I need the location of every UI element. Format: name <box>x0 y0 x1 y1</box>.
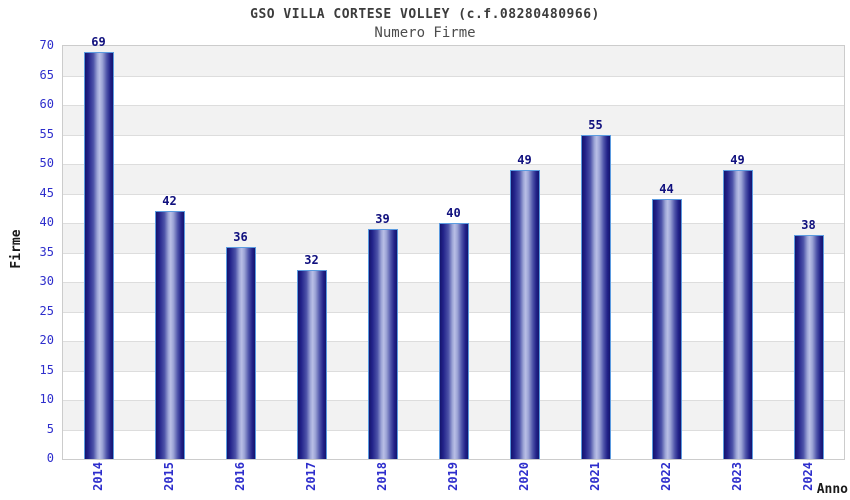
bar-value-label: 40 <box>446 206 461 220</box>
bar-2022 <box>651 199 682 459</box>
plot-area: 69 42 36 32 39 40 49 55 44 49 38 <box>62 35 845 460</box>
bar-value-label: 44 <box>659 182 674 197</box>
y-tick-label: 45 <box>39 185 54 200</box>
x-tick-label: 2018 <box>346 462 417 498</box>
background-band <box>63 46 844 76</box>
x-tick-label-text: 2016 <box>232 462 247 491</box>
y-tick-label: 65 <box>39 67 54 82</box>
x-tick-label: 2024 <box>772 462 843 498</box>
background-band <box>63 164 844 194</box>
bar-2018 <box>367 228 398 459</box>
y-tick-label: 50 <box>39 156 54 170</box>
gridline <box>63 134 844 136</box>
y-tick-label: 20 <box>39 333 54 347</box>
y-tick-label: 15 <box>39 362 54 377</box>
y-tick-label: 25 <box>39 303 54 318</box>
bar-2021 <box>580 134 611 459</box>
bar-2015 <box>154 211 185 459</box>
gridline <box>63 164 844 165</box>
y-tick-label: 40 <box>39 215 54 229</box>
y-tick-label: 5 <box>46 421 54 436</box>
bar-2023 <box>722 169 753 459</box>
y-tick-label: 35 <box>39 244 54 259</box>
x-tick-label-text: 2018 <box>374 462 389 491</box>
x-tick-label-text: 2024 <box>800 462 815 491</box>
y-tick-label: 10 <box>39 392 54 406</box>
bar-value-label: 32 <box>304 253 319 268</box>
x-tick-label: 2015 <box>133 462 204 498</box>
bar-2017 <box>296 270 327 459</box>
background-band <box>63 134 844 164</box>
bar-value-label: 55 <box>588 117 603 132</box>
bar-2020 <box>509 169 540 459</box>
bar-2016 <box>225 246 256 459</box>
y-tick-label: 70 <box>39 38 54 52</box>
x-tick-label-text: 2021 <box>587 462 602 491</box>
y-tick-label: 55 <box>39 126 54 141</box>
x-tick-label-text: 2022 <box>658 462 673 491</box>
bar-2024 <box>793 234 824 459</box>
x-tick-label: 2016 <box>204 462 275 498</box>
x-tick-label: 2020 <box>488 462 559 498</box>
x-tick-label: 2017 <box>275 462 346 498</box>
gridline <box>63 75 844 77</box>
x-tick-label: 2022 <box>630 462 701 498</box>
x-tick-label-text: 2019 <box>445 462 460 491</box>
bar-value-label: 38 <box>801 217 816 232</box>
bar-value-label: 49 <box>730 152 745 167</box>
y-tick-label: 30 <box>39 274 54 288</box>
x-tick-label-text: 2017 <box>303 462 318 491</box>
background-band <box>63 105 844 135</box>
chart-subtitle: Numero Firme <box>374 25 476 41</box>
x-tick-label-text: 2023 <box>729 462 744 491</box>
bar-2014 <box>83 51 114 459</box>
gridline <box>63 193 844 195</box>
x-tick-label: 2014 <box>62 462 133 498</box>
x-axis-title: Anno <box>816 482 848 497</box>
bar-value-label: 39 <box>375 211 390 226</box>
x-tick-label-text: 2020 <box>516 462 531 491</box>
background-band <box>63 193 844 223</box>
y-tick-label: 60 <box>39 97 54 111</box>
bar-2019 <box>438 223 469 459</box>
x-tick-label: 2021 <box>559 462 630 498</box>
x-tick-label-text: 2015 <box>161 462 176 491</box>
bar-value-label: 49 <box>517 152 532 167</box>
x-tick-label-text: 2014 <box>90 462 105 491</box>
x-tick-label: 2023 <box>701 462 772 498</box>
y-tick-label: 0 <box>46 451 54 465</box>
background-band <box>63 75 844 105</box>
gridline <box>63 105 844 106</box>
bar-value-label: 69 <box>91 34 106 49</box>
x-tick-label: 2019 <box>417 462 488 498</box>
bar-value-label: 36 <box>233 229 248 244</box>
bar-value-label: 42 <box>162 194 177 209</box>
chart-title: GSO VILLA CORTESE VOLLEY (c.f.0828048096… <box>250 7 600 22</box>
